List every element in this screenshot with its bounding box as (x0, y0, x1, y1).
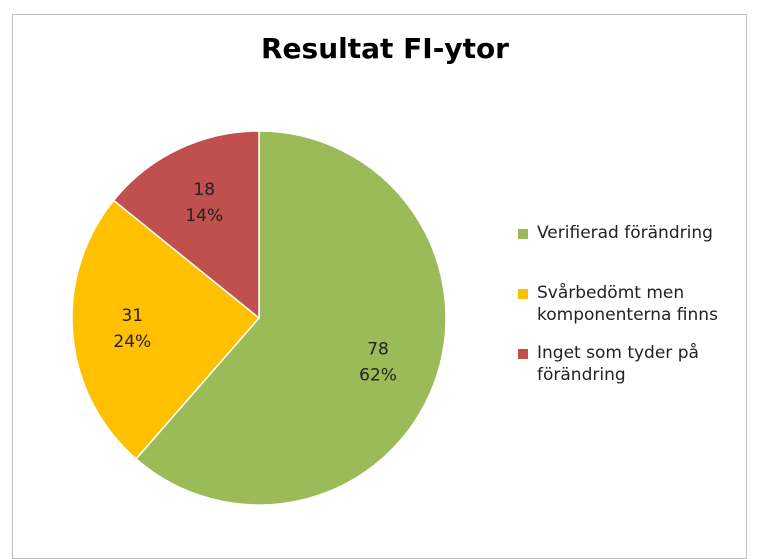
data-label-percent: 62% (359, 366, 397, 386)
legend-swatch (518, 229, 528, 239)
legend-item: Svårbedömt men komponenterna finns (518, 282, 753, 326)
legend: Verifierad förändring Svårbedömt men komp… (518, 222, 753, 386)
legend-item: Inget som tyder på förändring (518, 342, 753, 386)
pie-slice (71, 199, 261, 460)
legend-swatch (518, 289, 528, 299)
data-label: 78 (367, 340, 389, 360)
data-label-percent: 24% (113, 332, 151, 352)
pie-slice (112, 130, 260, 320)
pie-slice (135, 130, 447, 506)
data-label-percent: 14% (185, 206, 223, 226)
chart-title: Resultat FI-ytor (261, 32, 509, 65)
legend-label: Inget som tyder på förändring (537, 343, 699, 385)
data-label: 18 (193, 180, 215, 200)
legend-label: Svårbedömt men komponenterna finns (537, 283, 718, 325)
legend-label: Verifierad förändring (537, 223, 713, 243)
legend-item: Verifierad förändring (518, 222, 753, 244)
data-label: 31 (121, 306, 143, 326)
legend-swatch (518, 349, 528, 359)
